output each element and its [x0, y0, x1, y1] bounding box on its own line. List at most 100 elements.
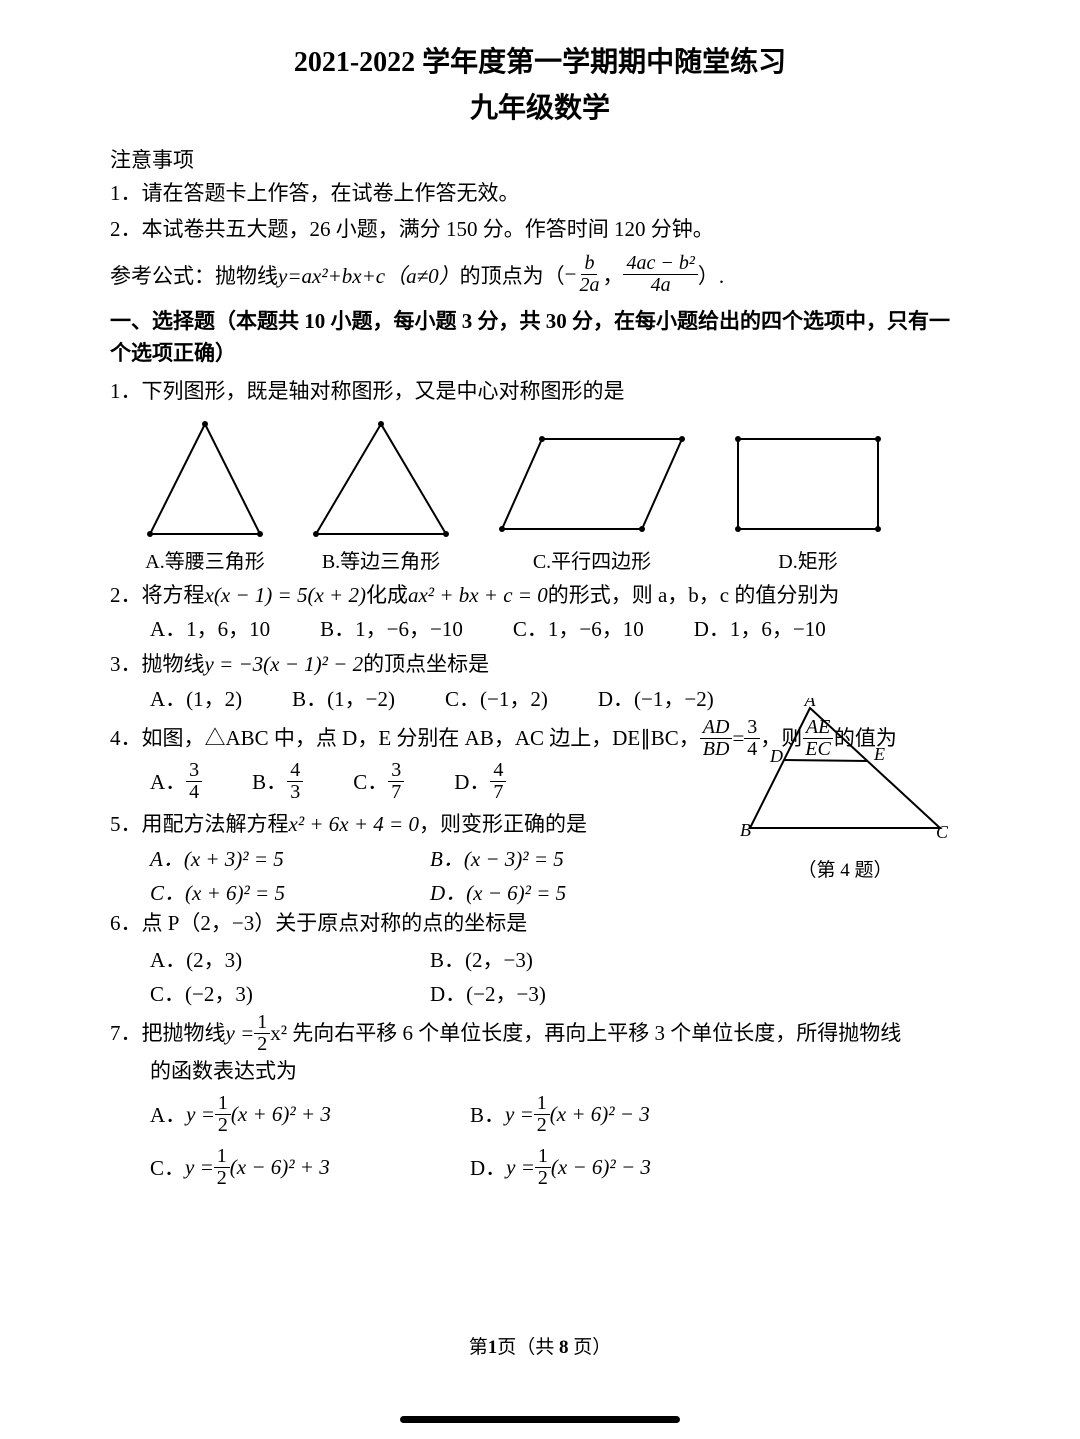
vx-den: 2a [576, 275, 602, 296]
vertex-x-frac: b 2a [576, 253, 602, 296]
q2-opts: A．1，6，10 B．1，−6，−10 C．1，−6，10 D．1，6，−10 [110, 613, 970, 643]
fig-label-e: E [873, 744, 885, 764]
notices-head: 注意事项 [110, 144, 970, 174]
q4b-l: B． [252, 766, 287, 796]
q4c-d: 7 [388, 782, 404, 803]
q4-f1n: AD [700, 717, 733, 739]
q7c-n: 1 [214, 1146, 230, 1168]
q7c-pre: y = [185, 1155, 214, 1180]
q6-opt-c: C．(−2，3) [150, 978, 430, 1008]
q5-opt-d: D．(x − 6)² = 5 [430, 877, 710, 907]
formula-mid: 的顶点为（ [460, 260, 565, 290]
q4-fig-caption: （第 4 题） [740, 855, 950, 882]
q7-after: x² 先向右平移 6 个单位长度，再向上平移 3 个单位长度，所得抛物线 [270, 1016, 901, 1052]
q7b-l: B． [470, 1099, 505, 1129]
q7-fd: 2 [254, 1034, 270, 1055]
q7-stem: 7．把抛物线 y = 1 2 x² 先向右平移 6 个单位长度，再向上平移 3 … [110, 1012, 970, 1055]
q2-opt-c: C．1，−6，10 [513, 613, 644, 643]
q2-form: ax² + bx + c = 0 [408, 578, 548, 614]
q1-shape-c: C.平行四边形 [492, 429, 692, 574]
q4a-n: 3 [186, 760, 202, 782]
q7b-post: (x + 6)² − 3 [550, 1102, 650, 1127]
fig-label-d: D [769, 746, 783, 766]
q4-opt-b: B． 43 [252, 760, 303, 803]
page-pre: 第 [469, 1337, 488, 1358]
q4a-d: 4 [186, 782, 202, 803]
q2-stem: 2．将方程 x(x − 1) = 5(x + 2) 化成 ax² + bx + … [110, 578, 970, 614]
q6-opt-a: A．(2，3) [150, 944, 430, 974]
q7d-pre: y = [506, 1155, 535, 1180]
q2-opt-a: A．1，6，10 [150, 613, 270, 643]
isoceles-triangle-icon [140, 419, 270, 539]
page-mid: 页（共 [497, 1337, 559, 1358]
q3-post: 的顶点坐标是 [363, 647, 489, 683]
q7b-d: 2 [534, 1115, 550, 1136]
q1-shape-d: D.矩形 [728, 429, 888, 574]
q4-pre: 4．如图，△ABC 中，点 D，E 分别在 AB，AC 边上，DE∥BC， [110, 721, 700, 757]
q5-eq: x² + 6x + 4 = 0 [289, 807, 419, 843]
vy-num: 4ac − b² [623, 253, 697, 275]
page-end: 页） [569, 1337, 612, 1358]
q1-label-a: A.等腰三角形 [145, 545, 264, 574]
q2-pre: 2．将方程 [110, 578, 205, 614]
q2-mid: 化成 [366, 578, 408, 614]
q1-label-b: B.等边三角形 [322, 545, 440, 574]
q3-opt-d: D．(−1，−2) [598, 683, 714, 713]
q7d-post: (x − 6)² − 3 [551, 1155, 651, 1180]
q7a-l: A． [150, 1099, 186, 1129]
page-title-main: 2021-2022 学年度第一学期期中随堂练习 [110, 40, 970, 80]
home-indicator [400, 1416, 680, 1423]
q6-opts: A．(2，3) B．(2，−3) C．(−2，3) D．(−2，−3) [110, 944, 970, 1008]
q6-opt-d: D．(−2，−3) [430, 978, 710, 1008]
page-title-sub: 九年级数学 [110, 86, 970, 126]
q1-stem: 1．下列图形，既是轴对称图形，又是中心对称图形的是 [110, 375, 970, 409]
q4-figure: A D E B C （第 4 题） [740, 698, 950, 882]
q7a-n: 1 [215, 1093, 231, 1115]
page-num: 1 [488, 1337, 498, 1358]
q7-opt-a: A． y = 12 (x + 6)² + 3 [150, 1093, 420, 1136]
fig-label-c: C [936, 822, 949, 842]
q3-opt-c: C．(−1，2) [445, 683, 548, 713]
q7c-post: (x − 6)² + 3 [230, 1155, 330, 1180]
page-number: 第1页（共 8 页） [0, 1332, 1080, 1359]
fig-label-a: A [804, 698, 817, 710]
q7c-l: C． [150, 1152, 185, 1182]
notice-2: 2．本试卷共五大题，26 小题，满分 150 分。作答时间 120 分钟。 [110, 214, 970, 246]
q7-frac: 1 2 [254, 1012, 270, 1055]
q1-label-d: D.矩形 [778, 545, 837, 574]
parallelogram-icon [492, 429, 692, 539]
q7-opt-b: B． y = 12 (x + 6)² − 3 [470, 1093, 740, 1136]
q7-fn: 1 [254, 1012, 270, 1034]
section-1-title: 一、选择题（本题共 10 小题，每小题 3 分，共 30 分，在每小题给出的四个… [110, 306, 970, 369]
q2-opt-d: D．1，6，−10 [694, 613, 826, 643]
q4-opt-c: C． 37 [353, 760, 404, 803]
q7-pre: 7．把抛物线 [110, 1016, 226, 1052]
q3-pre: 3．抛物线 [110, 647, 205, 683]
q1-shape-b: B.等边三角形 [306, 419, 456, 574]
triangle-figure-icon: A D E B C [740, 698, 950, 848]
notice-1: 1．请在答题卡上作答，在试卷上作答无效。 [110, 178, 970, 210]
q7-opt-d: D． y = 12 (x − 6)² − 3 [470, 1146, 740, 1189]
q7-stem-2: 的函数表达式为 [110, 1055, 970, 1089]
q7d-d: 2 [535, 1168, 551, 1189]
q3-eq: y = −3(x − 1)² − 2 [205, 647, 364, 683]
q2-post: 的形式，则 a，b，c 的值分别为 [548, 578, 840, 614]
q2-eq: x(x − 1) = 5(x + 2) [205, 578, 366, 614]
q7b-n: 1 [534, 1093, 550, 1115]
q4b-d: 3 [287, 782, 303, 803]
q7b-pre: y = [505, 1102, 534, 1127]
vx-num: b [581, 253, 597, 275]
formula-comma: ， [602, 260, 623, 290]
formula-suffix: ）. [698, 260, 724, 290]
q1-label-c: C.平行四边形 [533, 545, 651, 574]
q4a-l: A． [150, 766, 186, 796]
rectangle-icon [728, 429, 888, 539]
formula-expr: y=ax²+bx+c（a≠0） [278, 260, 460, 290]
page-total: 8 [559, 1337, 569, 1358]
q7a-post: (x + 6)² + 3 [231, 1102, 331, 1127]
q7d-n: 1 [535, 1146, 551, 1168]
q3-opt-a: A．(1，2) [150, 683, 242, 713]
q4-opt-d: D． 47 [454, 760, 506, 803]
q1-shape-a: A.等腰三角形 [140, 419, 270, 574]
q7c-d: 2 [214, 1168, 230, 1189]
